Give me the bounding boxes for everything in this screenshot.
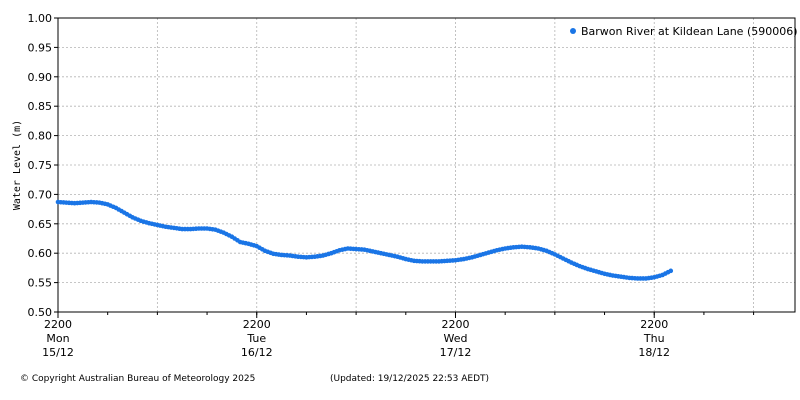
data-point — [668, 268, 674, 274]
legend: Barwon River at Kildean Lane (590006) — [570, 25, 798, 38]
updated-timestamp: (Updated: 19/12/2025 22:53 AEDT) — [330, 374, 490, 384]
y-tick-label: 0.85 — [28, 100, 53, 113]
x-tick-label: Tue — [246, 332, 266, 345]
data-series — [55, 199, 674, 281]
y-tick-label: 0.80 — [28, 130, 53, 143]
legend-label: Barwon River at Kildean Lane (590006) — [581, 25, 798, 38]
legend-marker — [570, 28, 576, 34]
y-tick-label: 0.95 — [28, 41, 53, 54]
x-tick-label: 2200 — [640, 318, 668, 331]
x-tick-label: 17/12 — [440, 346, 472, 359]
x-tick-label: 18/12 — [638, 346, 670, 359]
y-tick-label: 0.60 — [28, 247, 53, 260]
water-level-chart: 1.00 0.95 0.90 0.85 0.80 0.75 0.70 0.65 0.60 0.55… — [12, 12, 798, 359]
x-tick-label: 2200 — [441, 318, 469, 331]
grid — [58, 18, 795, 312]
x-tick-label: 16/12 — [241, 346, 273, 359]
x-tick-label: Wed — [443, 332, 467, 345]
y-tick-label: 0.65 — [28, 218, 53, 231]
y-tick-label: 0.55 — [28, 277, 53, 290]
x-tick-label: 15/12 — [42, 346, 74, 359]
plot-frame — [57, 17, 796, 313]
x-tick-label: 2200 — [44, 318, 72, 331]
y-axis-title: Water Level (m) — [12, 120, 23, 210]
axes: 1.00 0.95 0.90 0.85 0.80 0.75 0.70 0.65 0.60 0.55… — [28, 12, 796, 359]
x-tick-label: Mon — [46, 332, 69, 345]
y-tick-label: 0.90 — [28, 71, 53, 84]
x-tick-label: Thu — [643, 332, 665, 345]
copyright-text: © Copyright Australian Bureau of Meteoro… — [20, 374, 256, 384]
y-tick-label: 0.50 — [28, 306, 53, 319]
y-tick-label: 0.70 — [28, 188, 53, 201]
y-tick-label: 0.75 — [28, 159, 53, 172]
x-tick-label: 2200 — [243, 318, 271, 331]
y-tick-label: 1.00 — [28, 12, 53, 25]
